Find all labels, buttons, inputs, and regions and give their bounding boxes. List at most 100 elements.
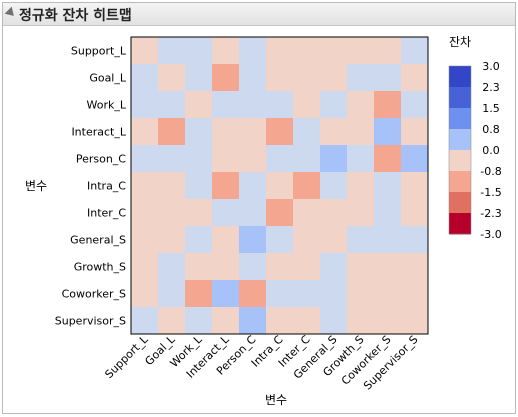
- heatmap-cell: [266, 280, 293, 307]
- heatmap-cell: [239, 199, 266, 226]
- heatmap-cell: [158, 91, 185, 118]
- heatmap-cell: [185, 280, 212, 307]
- legend-title: 잔차: [449, 35, 471, 49]
- heatmap-cell: [347, 199, 374, 226]
- heatmap-cell: [212, 280, 239, 307]
- legend-swatch: [449, 171, 471, 193]
- heatmap-cell: [320, 118, 347, 145]
- heatmap-cell: [347, 307, 374, 334]
- heatmap-cell: [212, 118, 239, 145]
- y-tick-label: Coworker_S: [62, 288, 126, 301]
- heatmap-cell: [374, 226, 401, 253]
- heatmap-cell: [320, 199, 347, 226]
- legend-tick-label: -2.3: [480, 207, 501, 220]
- legend-swatch: [449, 150, 471, 172]
- y-tick-label: Work_L: [87, 99, 127, 112]
- heatmap-cell: [131, 118, 158, 145]
- heatmap-cell: [131, 280, 158, 307]
- heatmap-cell: [320, 280, 347, 307]
- legend-swatch: [449, 108, 471, 130]
- heatmap-cell: [212, 91, 239, 118]
- heatmap-cell: [158, 172, 185, 199]
- heatmap-cell: [320, 145, 347, 172]
- heatmap-cell: [266, 199, 293, 226]
- heatmap-cell: [347, 64, 374, 91]
- heatmap-cell: [401, 280, 428, 307]
- heatmap-cell: [374, 145, 401, 172]
- heatmap-cell: [374, 280, 401, 307]
- y-tick-label: Person_C: [76, 153, 126, 166]
- x-tick-labels: Support_LGoal_LWork_LInteract_LPerson_CI…: [102, 332, 420, 392]
- legend-tick-label: 0.8: [482, 123, 500, 136]
- heatmap-cell: [374, 64, 401, 91]
- heatmap-cell: [266, 253, 293, 280]
- heatmap-cell: [212, 307, 239, 334]
- heatmap-cell: [401, 118, 428, 145]
- heatmap-cell: [239, 280, 266, 307]
- heatmap-cell: [293, 199, 320, 226]
- heatmap-cell: [131, 145, 158, 172]
- heatmap-cell: [293, 172, 320, 199]
- heatmap-cell: [239, 172, 266, 199]
- heatmap-cell: [401, 91, 428, 118]
- heatmap-cell: [212, 172, 239, 199]
- heatmap-cell: [401, 226, 428, 253]
- heatmap-cell: [320, 64, 347, 91]
- heatmap-cell: [401, 64, 428, 91]
- heatmap-cell: [401, 307, 428, 334]
- legend-tick-label: 3.0: [482, 60, 500, 73]
- heatmap-cell: [158, 118, 185, 145]
- heatmap-cell: [185, 91, 212, 118]
- y-tick-label: Intra_C: [87, 180, 126, 193]
- heatmap-cell: [158, 37, 185, 64]
- heatmap-cell: [293, 37, 320, 64]
- heatmap-cell: [266, 226, 293, 253]
- heatmap-cell: [401, 253, 428, 280]
- heatmap-cell: [266, 307, 293, 334]
- heatmap-cell: [158, 226, 185, 253]
- heatmap-cell: [266, 64, 293, 91]
- heatmap-cell: [293, 280, 320, 307]
- heatmap-cell: [158, 199, 185, 226]
- heatmap-cell: [158, 307, 185, 334]
- heatmap-cell: [131, 91, 158, 118]
- heatmap-cell: [158, 253, 185, 280]
- heatmap-cell: [320, 37, 347, 64]
- heatmap-cell: [374, 172, 401, 199]
- heatmap-cell: [293, 226, 320, 253]
- heatmap-cell: [212, 145, 239, 172]
- panel-title-bar[interactable]: 정규화 잔차 히트맵: [3, 3, 515, 26]
- heatmap-cell: [320, 253, 347, 280]
- heatmap-cell: [212, 253, 239, 280]
- heatmap-cell: [347, 37, 374, 64]
- heatmap-cells: [131, 37, 428, 334]
- heatmap-cell: [185, 37, 212, 64]
- heatmap-cell: [320, 307, 347, 334]
- heatmap-cell: [374, 307, 401, 334]
- legend-swatch: [449, 87, 471, 109]
- heatmap-cell: [212, 226, 239, 253]
- heatmap-cell: [185, 145, 212, 172]
- heatmap-cell: [158, 145, 185, 172]
- heatmap-cell: [185, 172, 212, 199]
- heatmap-cell: [239, 226, 266, 253]
- heatmap-cell: [212, 37, 239, 64]
- heatmap-cell: [131, 226, 158, 253]
- heatmap-cell: [185, 118, 212, 145]
- heatmap-cell: [185, 64, 212, 91]
- heatmap-cell: [347, 280, 374, 307]
- heatmap-cell: [239, 64, 266, 91]
- heatmap-cell: [401, 199, 428, 226]
- legend-swatch: [449, 192, 471, 214]
- heatmap-cell: [374, 37, 401, 64]
- heatmap-cell: [185, 199, 212, 226]
- heatmap-cell: [212, 64, 239, 91]
- heatmap-cell: [401, 172, 428, 199]
- y-tick-labels: Support_L Goal_L Work_L Interact_L Person_C I…: [55, 45, 127, 328]
- heatmap-cell: [293, 91, 320, 118]
- y-tick-label: Inter_C: [87, 207, 126, 220]
- heatmap-cell: [266, 145, 293, 172]
- panel-title: 정규화 잔차 히트맵: [19, 8, 132, 24]
- legend-swatch: [449, 129, 471, 151]
